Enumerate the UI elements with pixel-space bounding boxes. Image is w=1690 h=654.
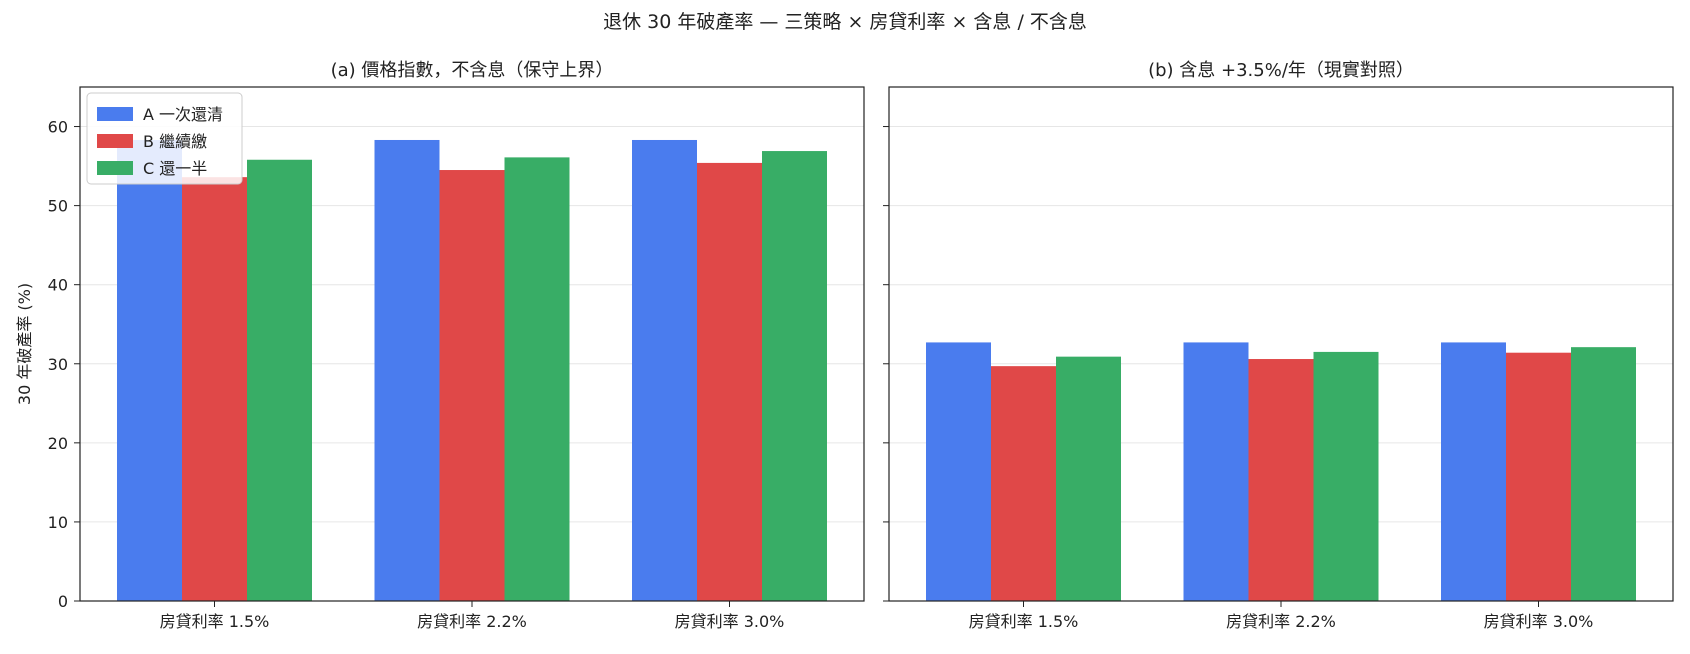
y-axis-label-0: 30 年破產率 (%) [15, 283, 34, 405]
bar-0-1-0 [182, 177, 247, 601]
y-tick-label-0-2: 20 [48, 434, 68, 453]
y-tick-label-0-0: 0 [58, 592, 68, 611]
legend-label-0-1: B 繼續繳 [143, 132, 207, 151]
legend-swatch-0-1 [97, 134, 133, 148]
legend-label-0-0: A 一次還清 [143, 105, 223, 124]
bar-0-2-1 [504, 157, 570, 601]
panel-title-0: (a) 價格指數，不含息（保守上界） [331, 60, 614, 81]
x-tick-label-1-1: 房貸利率 2.2% [1226, 612, 1336, 631]
x-tick-label-0-2: 房貸利率 3.0% [675, 612, 785, 631]
legend-swatch-0-0 [97, 107, 133, 121]
bar-0-0-0 [117, 139, 182, 601]
bar-0-1-2 [697, 162, 762, 601]
y-tick-label-0-6: 60 [48, 118, 68, 137]
bar-1-2-1 [1313, 351, 1379, 601]
x-tick-label-0-0: 房貸利率 1.5% [160, 612, 270, 631]
bar-1-1-2 [1506, 352, 1571, 601]
legend-label-0-2: C 還一半 [143, 159, 207, 178]
bar-0-0-1 [374, 139, 440, 601]
y-tick-label-0-3: 30 [48, 355, 68, 374]
bar-1-0-1 [1183, 342, 1249, 601]
y-tick-label-0-1: 10 [48, 513, 68, 532]
x-tick-label-0-1: 房貸利率 2.2% [417, 612, 527, 631]
bar-0-2-2 [762, 151, 827, 601]
bar-0-1-1 [439, 170, 505, 601]
bar-0-0-2 [632, 139, 697, 601]
bar-0-2-0 [247, 159, 312, 601]
y-tick-label-0-4: 40 [48, 276, 68, 295]
bar-1-0-2 [1441, 342, 1506, 601]
bar-1-0-0 [926, 342, 991, 601]
figure-suptitle: 退休 30 年破產率 — 三策略 × 房貸利率 × 含息 / 不含息 [603, 11, 1087, 33]
bar-1-2-2 [1571, 347, 1636, 601]
x-tick-label-1-2: 房貸利率 3.0% [1484, 612, 1594, 631]
panel-title-1: (b) 含息 +3.5%/年（現實對照） [1148, 60, 1414, 81]
bar-1-1-1 [1248, 359, 1314, 601]
bar-1-2-0 [1056, 356, 1121, 601]
x-tick-label-1-0: 房貸利率 1.5% [969, 612, 1079, 631]
legend-swatch-0-2 [97, 161, 133, 175]
bar-1-1-0 [991, 366, 1056, 601]
y-tick-label-0-5: 50 [48, 197, 68, 216]
